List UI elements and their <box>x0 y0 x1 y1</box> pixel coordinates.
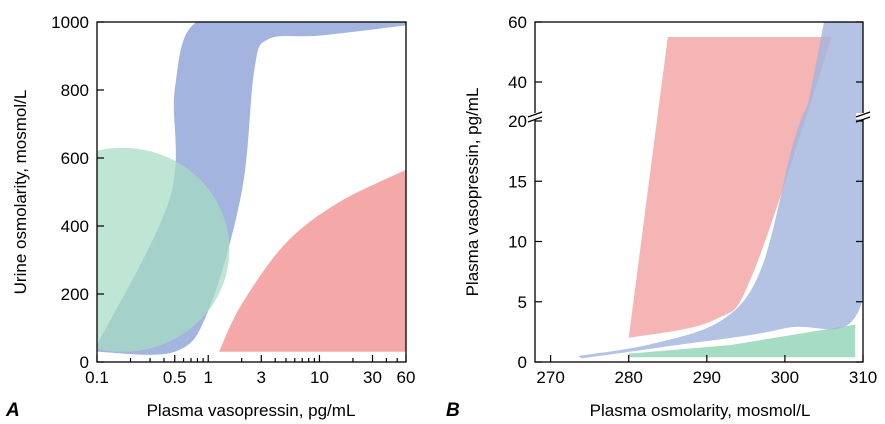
axis-break-gap <box>528 113 542 119</box>
axis-break-gap <box>856 113 870 119</box>
region-a-green <box>97 147 230 352</box>
panel-b-y-tick-label: 60 <box>508 13 527 32</box>
axis-break-mark <box>527 116 543 123</box>
panel-a-y-tick-label: 1000 <box>51 13 89 32</box>
axis-break-mark <box>855 111 871 118</box>
panel-a-label: A <box>5 400 20 421</box>
panel-b-axis-break <box>527 111 871 123</box>
panel-b-label: B <box>446 400 460 421</box>
panel-b-y-tick-label: 40 <box>508 73 527 92</box>
panel-b-regions <box>578 22 863 359</box>
panel-b-ticks: 270 280 290 300 310 0 5 10 15 20 40 60 <box>508 13 877 387</box>
axis-break-mark <box>855 116 871 123</box>
panel-b-y-tick-label: 5 <box>518 293 527 312</box>
panel-a-x-tick-label: 10 <box>310 368 329 387</box>
panel-b-y-tick-label: 0 <box>518 353 527 372</box>
panel-b-x-tick-label: 270 <box>536 368 564 387</box>
panel-b-x-tick-label: 300 <box>771 368 799 387</box>
region-b-red <box>628 37 832 338</box>
panel-a-xlabel: Plasma vasopressin, pg/mL <box>147 401 356 420</box>
panel-b-y-tick-label: 15 <box>508 172 527 191</box>
panel-a-x-tick-label: 0.5 <box>163 368 187 387</box>
panel-a-y-tick-label: 400 <box>61 217 89 236</box>
panel-b-xlabel: Plasma osmolarity, mosmol/L <box>590 401 811 420</box>
panel-b-y-tick-label: 20 <box>508 112 527 131</box>
panel-a-x-tick-label: 3 <box>257 368 266 387</box>
panel-a-x-tick-label: 0.1 <box>85 368 109 387</box>
panel-a-ylabel: Urine osmolarity, mosmol/L <box>11 90 30 295</box>
panel-b-frame <box>534 21 864 363</box>
panel-a-regions <box>97 22 406 355</box>
panel-b-y-tick-label: 10 <box>508 233 527 252</box>
panel-b-x-tick-label: 280 <box>615 368 643 387</box>
panel-a-y-tick-label: 0 <box>80 353 89 372</box>
panel-a-x-tick-label: 60 <box>397 368 416 387</box>
panel-b-chart: 270 280 290 300 310 0 5 10 15 20 40 60 Plasma osmol… <box>446 13 877 421</box>
region-a-red <box>219 169 406 352</box>
panel-a-frame <box>96 21 407 363</box>
panel-a-y-tick-label: 800 <box>61 81 89 100</box>
panel-a-x-tick-label: 1 <box>203 368 212 387</box>
panel-a-y-tick-label: 200 <box>61 285 89 304</box>
panel-b-x-tick-label: 290 <box>693 368 721 387</box>
region-b-blue <box>578 22 863 359</box>
panel-a-y-tick-label: 600 <box>61 149 89 168</box>
panel-b-x-tick-label: 310 <box>849 368 877 387</box>
panel-a-x-tick-label: 30 <box>363 368 382 387</box>
axis-break-mark <box>527 111 543 118</box>
region-b-green <box>628 324 856 358</box>
panel-b-ylabel: Plasma vasopressin, pg/mL <box>463 88 482 297</box>
